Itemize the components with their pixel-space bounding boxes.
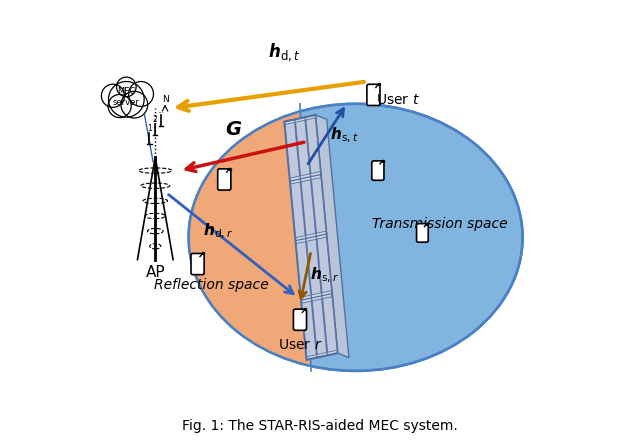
Polygon shape [189, 104, 311, 371]
Text: Fig. 1: The STAR-RIS-aided MEC system.: Fig. 1: The STAR-RIS-aided MEC system. [182, 419, 458, 433]
Polygon shape [316, 115, 349, 358]
Circle shape [108, 95, 131, 117]
Text: User $r$: User $r$ [278, 338, 322, 352]
FancyBboxPatch shape [191, 254, 204, 275]
Circle shape [116, 77, 136, 97]
FancyBboxPatch shape [417, 224, 428, 242]
Ellipse shape [189, 104, 523, 371]
Text: $\boldsymbol{h}_{\mathrm{d},t}$: $\boldsymbol{h}_{\mathrm{d},t}$ [268, 42, 301, 63]
Text: MEC
server: MEC server [113, 87, 140, 107]
FancyBboxPatch shape [293, 309, 307, 330]
Polygon shape [323, 297, 337, 352]
Polygon shape [302, 301, 316, 357]
Circle shape [121, 91, 148, 118]
Text: ...: ... [157, 106, 164, 115]
Polygon shape [306, 118, 320, 174]
Polygon shape [296, 120, 310, 176]
Text: $\boldsymbol{h}_{\mathrm{d},r}$: $\boldsymbol{h}_{\mathrm{d},r}$ [202, 221, 233, 241]
Circle shape [109, 82, 144, 117]
Polygon shape [307, 239, 321, 295]
Text: Reflection space: Reflection space [154, 278, 268, 292]
Polygon shape [285, 122, 300, 178]
Text: 2: 2 [153, 115, 157, 124]
Polygon shape [312, 299, 326, 354]
Circle shape [129, 82, 154, 107]
Text: $\boldsymbol{G}$: $\boldsymbol{G}$ [225, 120, 242, 139]
Circle shape [101, 84, 125, 108]
Polygon shape [284, 115, 338, 360]
Text: $\boldsymbol{h}_{\mathrm{s},r}$: $\boldsymbol{h}_{\mathrm{s},r}$ [310, 266, 339, 285]
Text: 1: 1 [147, 124, 152, 133]
Text: AP: AP [145, 265, 165, 280]
Text: User $t$: User $t$ [376, 93, 420, 107]
FancyBboxPatch shape [367, 84, 380, 105]
Polygon shape [296, 241, 310, 297]
Text: $\boldsymbol{h}_{\mathrm{s},t}$: $\boldsymbol{h}_{\mathrm{s},t}$ [330, 126, 359, 145]
Polygon shape [291, 182, 305, 237]
Polygon shape [317, 237, 332, 293]
FancyBboxPatch shape [372, 161, 384, 180]
FancyBboxPatch shape [218, 169, 231, 190]
Text: Transmission space: Transmission space [372, 217, 508, 232]
Polygon shape [301, 180, 316, 235]
Text: N: N [162, 95, 168, 103]
Polygon shape [312, 177, 326, 233]
